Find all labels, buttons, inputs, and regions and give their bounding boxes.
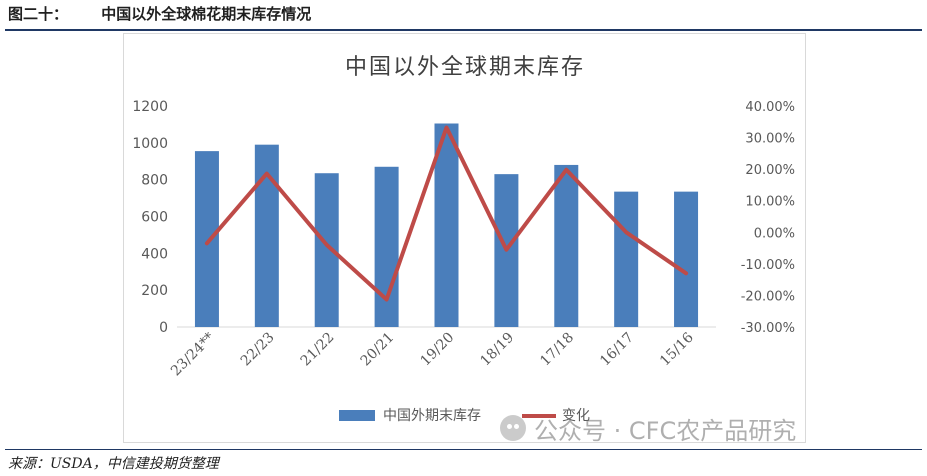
- change-point-17/18: [564, 168, 568, 172]
- right-axis-tick-label: 10.00%: [745, 195, 795, 210]
- right-axis-tick-label: 0.00%: [754, 226, 795, 241]
- bar-22/23: [254, 144, 279, 327]
- category-label: 20/21: [358, 330, 398, 370]
- bar-20/21: [374, 166, 399, 327]
- watermark: 公众号 · CFC农产品研究: [500, 408, 796, 448]
- category-label: 22/23: [238, 330, 278, 370]
- legend-bar-label: 中国外期末库存: [383, 408, 481, 424]
- footer-rule: [5, 449, 922, 450]
- right-axis-tick-label: 20.00%: [745, 163, 795, 178]
- bar-23/24**: [194, 151, 219, 327]
- figure-title: 中国以外全球棉花期末库存情况: [101, 5, 312, 23]
- bar-19/20: [434, 123, 459, 327]
- change-point-18/19: [504, 248, 508, 252]
- watermark-text: 公众号 · CFC农产品研究: [534, 416, 797, 445]
- bar-16/17: [614, 191, 639, 327]
- left-axis-tick-label: 1200: [132, 99, 168, 115]
- bar-17/18: [554, 164, 579, 327]
- figure-header: 图二十： 中国以外全球棉花期末库存情况: [8, 3, 311, 27]
- right-axis-tick-label: -10.00%: [741, 258, 795, 273]
- right-axis-tick-label: 30.00%: [745, 132, 795, 147]
- wechat-icon: [500, 415, 526, 441]
- legend-bar-swatch: [339, 410, 375, 421]
- bar-15/16: [674, 191, 699, 327]
- change-point-16/17: [624, 230, 628, 234]
- left-axis-tick-label: 0: [159, 320, 168, 336]
- change-point-21/22: [325, 243, 329, 247]
- change-point-22/23: [265, 172, 269, 176]
- category-label: 21/22: [298, 330, 338, 370]
- category-label: 16/17: [597, 330, 637, 370]
- left-axis-tick-label: 400: [141, 246, 168, 262]
- header-rule: [5, 29, 922, 31]
- left-axis-tick-label: 800: [141, 173, 168, 189]
- category-label: 15/16: [657, 329, 697, 369]
- right-axis-tick-label: -30.00%: [741, 321, 795, 336]
- change-point-15/16: [684, 271, 688, 275]
- change-point-23/24**: [205, 241, 209, 245]
- right-axis-tick-label: 40.00%: [745, 100, 795, 115]
- left-axis-tick-label: 600: [141, 210, 168, 226]
- figure-number: 图二十：: [8, 5, 69, 23]
- change-point-20/21: [385, 298, 389, 302]
- chart-title: 中国以外全球期末库存: [345, 55, 585, 80]
- right-axis-tick-label: -20.00%: [741, 289, 795, 304]
- change-point-19/20: [445, 125, 448, 129]
- left-axis-tick-label: 1000: [132, 136, 168, 152]
- source-note: 来源：USDA，中信建投期货整理: [8, 456, 219, 472]
- category-label: 19/20: [417, 330, 457, 370]
- legend-line-label: 变化: [562, 408, 590, 424]
- category-label: 23/24**: [168, 330, 218, 380]
- left-axis-tick-label: 200: [141, 283, 168, 299]
- category-label: 17/18: [537, 330, 577, 370]
- category-label: 18/19: [477, 330, 517, 370]
